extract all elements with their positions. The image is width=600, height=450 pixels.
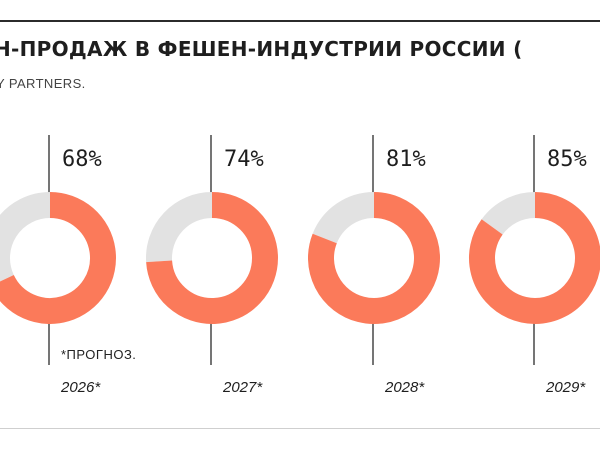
year-label-2: 2028* [384, 379, 425, 396]
value-label-3: 85% [547, 147, 587, 172]
value-label-2: 81% [386, 147, 426, 172]
donut-remaining-3 [481, 192, 536, 235]
donut-segment-2 [308, 192, 440, 324]
chart-source: Y PARTNERS. [0, 76, 86, 91]
donut-remaining-1 [146, 192, 213, 263]
year-label-0: 2026* [60, 379, 101, 396]
donut-segment-3 [469, 192, 600, 324]
donut-segment-0 [0, 192, 116, 324]
bottom-rule [0, 428, 600, 429]
donut-remaining-2 [312, 192, 375, 244]
value-label-1: 74% [224, 147, 264, 172]
year-label-3: 2029* [545, 379, 586, 396]
chart-title: Н-ПРОДАЖ В ФЕШЕН-ИНДУСТРИИ РОССИИ ( [0, 37, 523, 61]
top-rule [0, 20, 600, 22]
year-label-1: 2027* [222, 379, 263, 396]
donut-segment-1 [146, 192, 278, 324]
forecast-note: *ПРОГНОЗ. [61, 347, 136, 362]
value-label-0: 68% [62, 147, 102, 172]
donut-remaining-0 [0, 192, 51, 282]
